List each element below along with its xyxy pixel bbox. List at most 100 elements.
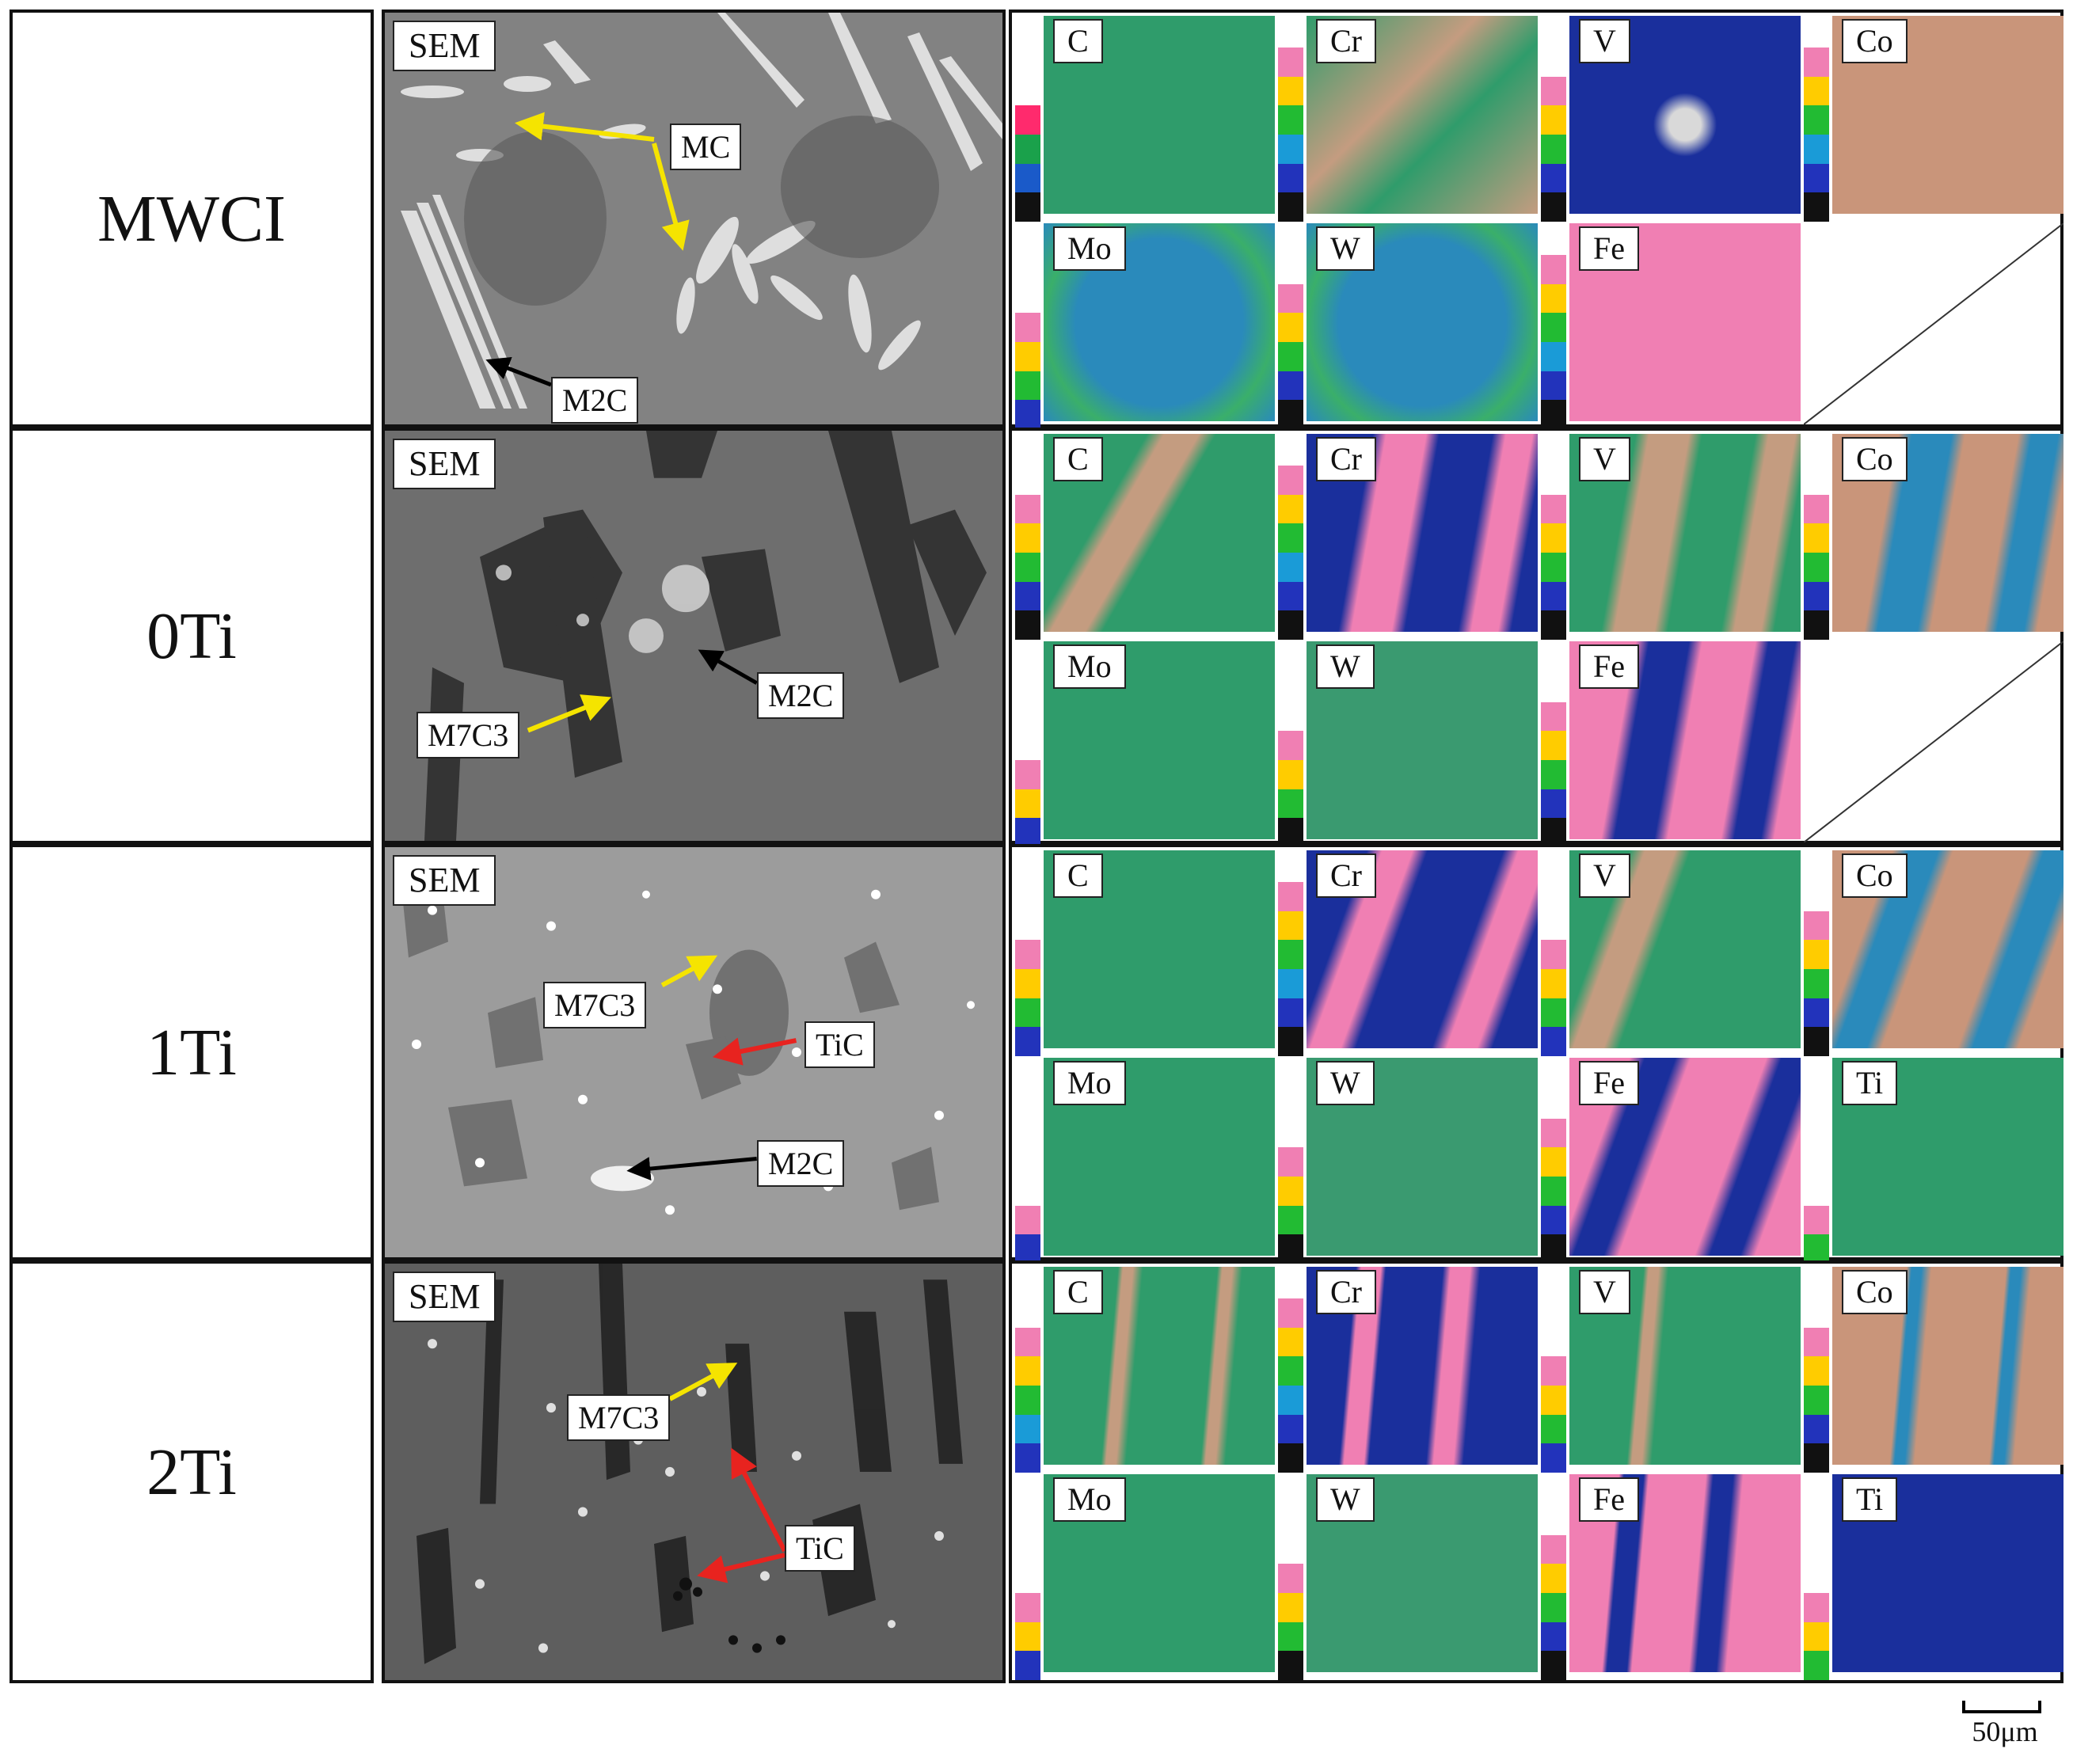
element-label: Fe (1579, 644, 1639, 689)
color-scale (1015, 466, 1040, 641)
element-label: V (1579, 437, 1630, 481)
map-tile: Mo (1015, 1474, 1275, 1681)
map-tile: V (1541, 1267, 1801, 1473)
color-scale (1541, 1298, 1566, 1473)
color-scale (1278, 1506, 1303, 1681)
color-scale (1541, 48, 1566, 222)
element-label: Mo (1053, 226, 1126, 271)
map-tile: Cr (1278, 1267, 1538, 1473)
sem-tag: SEM (393, 21, 496, 72)
row-label: 2Ti (146, 1435, 237, 1509)
sem-micrograph (385, 1264, 1002, 1680)
row-0ti: 0Ti SEM M2C M7 (10, 428, 2063, 848)
element-maps-panel: C Cr V Co Mo W Fe (1009, 10, 2063, 430)
element-label: Cr (1316, 1270, 1376, 1314)
color-scale (1541, 255, 1566, 430)
element-label: Mo (1053, 1477, 1126, 1522)
element-label: Co (1842, 19, 1908, 63)
element-label: V (1579, 853, 1630, 898)
row-label-cell: 2Ti (10, 1260, 374, 1683)
map-tile: Fe (1541, 1058, 1801, 1264)
color-scale (1278, 466, 1303, 641)
row-label: 0Ti (146, 599, 237, 673)
color-scale (1278, 673, 1303, 848)
element-label: Co (1842, 1270, 1908, 1314)
color-scale (1278, 255, 1303, 430)
element-label: W (1316, 226, 1375, 271)
map-tile: Fe (1541, 223, 1801, 430)
map-tile: Co (1804, 850, 2063, 1057)
phase-label-m7c3: M7C3 (543, 982, 647, 1028)
row-label: 1Ti (146, 1015, 237, 1089)
color-scale (1541, 673, 1566, 848)
row-mwci: MWCI (10, 10, 2063, 430)
color-scale (1541, 1089, 1566, 1264)
element-label: W (1316, 644, 1375, 689)
phase-label-mc: MC (670, 124, 742, 170)
map-tile: Ti (1804, 1474, 2063, 1681)
color-scale (1015, 1506, 1040, 1681)
color-scale (1015, 673, 1040, 848)
color-scale (1804, 1298, 1829, 1473)
element-label: Co (1842, 853, 1908, 898)
element-label: Cr (1316, 853, 1376, 898)
empty-tile (1804, 641, 2063, 842)
map-tile: Co (1804, 434, 2063, 641)
element-label: W (1316, 1061, 1375, 1105)
phase-label-m7c3: M7C3 (417, 712, 520, 758)
color-scale (1804, 882, 1829, 1057)
color-scale (1541, 1506, 1566, 1681)
element-label: Fe (1579, 1061, 1639, 1105)
scale-bar-line (1962, 1701, 2041, 1713)
element-label: V (1579, 19, 1630, 63)
scale-bar: 50μm (1949, 1697, 2060, 1761)
element-label: Ti (1842, 1477, 1898, 1522)
color-scale (1541, 466, 1566, 641)
element-label: Cr (1316, 437, 1376, 481)
color-scale (1015, 882, 1040, 1057)
map-tile: W (1278, 1474, 1538, 1681)
map-tile: C (1015, 434, 1275, 641)
color-scale (1278, 48, 1303, 222)
row-2ti: 2Ti S (10, 1260, 2063, 1683)
element-label: Ti (1842, 1061, 1898, 1105)
map-tile: Co (1804, 1267, 2063, 1473)
empty-tile (1804, 223, 2063, 424)
sem-image-frame: SEM M7C3 TiC M2C (382, 844, 1006, 1260)
sem-micrograph (385, 13, 1002, 424)
row-1ti: 1Ti SEM (10, 844, 2063, 1264)
color-scale (1278, 882, 1303, 1057)
phase-label-tic: TiC (785, 1525, 855, 1572)
map-tile: Co (1804, 16, 2063, 222)
element-maps-panel: C Cr V Co Mo W Fe (1009, 844, 2063, 1264)
element-label: Cr (1316, 19, 1376, 63)
map-tile: C (1015, 850, 1275, 1057)
sem-micrograph (385, 431, 1002, 841)
element-label: Fe (1579, 226, 1639, 271)
map-tile: Mo (1015, 223, 1275, 430)
element-label: V (1579, 1270, 1630, 1314)
map-tile: Cr (1278, 434, 1538, 641)
element-label: Mo (1053, 644, 1126, 689)
element-label: Co (1842, 437, 1908, 481)
element-label: Mo (1053, 1061, 1126, 1105)
map-tile: Fe (1541, 1474, 1801, 1681)
sem-micrograph (385, 847, 1002, 1257)
element-label: C (1053, 19, 1103, 63)
sem-image-frame: SEM M2C M7C3 (382, 428, 1006, 844)
map-tile: Fe (1541, 641, 1801, 848)
map-tile: V (1541, 434, 1801, 641)
color-scale (1015, 48, 1040, 222)
color-scale (1278, 1298, 1303, 1473)
color-scale (1278, 1089, 1303, 1264)
element-label: C (1053, 1270, 1103, 1314)
color-scale (1015, 255, 1040, 430)
sem-image-frame: SEM M7C3 TiC (382, 1260, 1006, 1683)
map-tile: V (1541, 16, 1801, 222)
map-tile: C (1015, 1267, 1275, 1473)
phase-label-m2c: M2C (551, 377, 639, 424)
map-tile: Cr (1278, 16, 1538, 222)
phase-label-m7c3: M7C3 (567, 1394, 671, 1441)
phase-label-m2c: M2C (757, 1140, 845, 1187)
element-label: W (1316, 1477, 1375, 1522)
